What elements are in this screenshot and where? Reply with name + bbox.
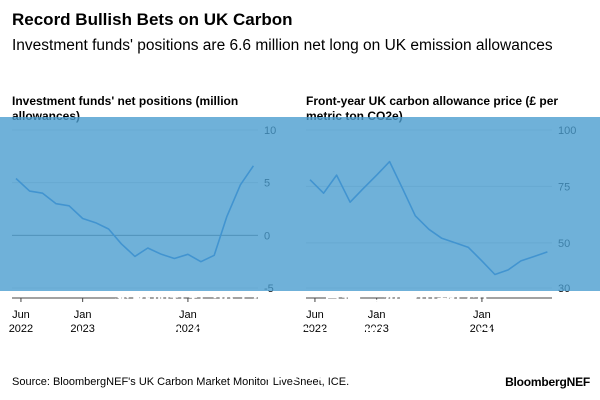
x-tick-label: Jan xyxy=(179,309,197,321)
x-tick-label: Jun xyxy=(12,309,30,321)
source-note: Source: BloombergNEF's UK Carbon Market … xyxy=(12,376,350,388)
ad-overlay-banner[interactable]: 买股加杠杆 30天299元，直播一次卖出超560 ！歌手汪峰上台卖课：“近百人的… xyxy=(0,117,600,383)
overlay-line-3: 月录制” xyxy=(266,362,334,383)
x-tick-label: Jan xyxy=(473,309,491,321)
x-tick-year-label: 2023 xyxy=(70,323,94,335)
x-tick-label: Jan xyxy=(368,309,386,321)
x-tick-label: Jan xyxy=(74,309,92,321)
brand-logo: BloombergNEF xyxy=(505,375,590,389)
x-tick-year-label: 2022 xyxy=(9,323,33,335)
chart-subtitle: Investment funds' positions are 6.6 mill… xyxy=(12,37,553,54)
x-tick-year-label: 2024 xyxy=(176,323,200,335)
x-tick-year-label: 2022 xyxy=(303,323,327,335)
x-tick-label: Jun xyxy=(306,309,324,321)
x-tick-year-label: 2023 xyxy=(364,323,388,335)
overlay-line-2: ！歌手汪峰上台卖课：“近百人的团队花了3个多月录 xyxy=(74,327,514,348)
chart-title: Record Bullish Bets on UK Carbon xyxy=(12,10,293,29)
x-tick-year-label: 2024 xyxy=(470,323,494,335)
overlay-line-1: 买股加杠杆 30天299元，直播一次卖出超560 xyxy=(112,292,488,313)
